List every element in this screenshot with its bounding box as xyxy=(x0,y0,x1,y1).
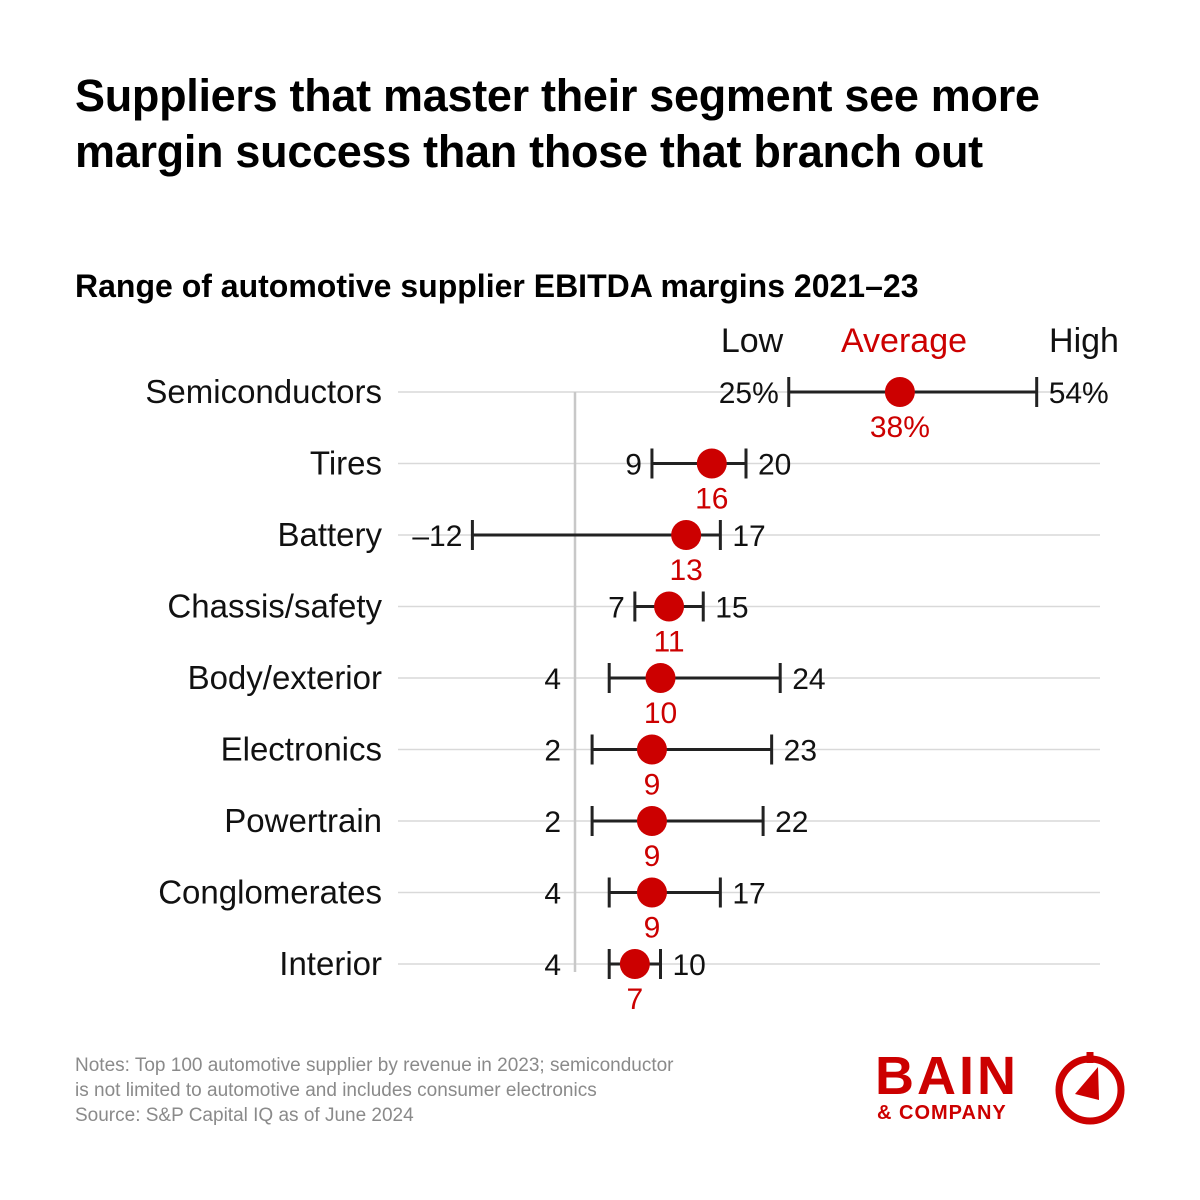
logo-subtext: & COMPANY xyxy=(877,1102,1007,1124)
legend-low: Low xyxy=(721,322,784,360)
average-value-label: 38% xyxy=(870,411,930,444)
chart-rows: Semiconductors 25% 54%38%Tires 9 2016Battery… xyxy=(145,373,1108,1016)
high-value-label: 20 xyxy=(758,449,791,482)
chart-row: Interior 4 10 7 xyxy=(279,945,706,1016)
average-dot xyxy=(636,877,667,908)
legend-high: High xyxy=(1049,322,1119,360)
average-value-label: 11 xyxy=(653,626,684,659)
low-value-label: 25% xyxy=(719,377,779,410)
category-label: Chassis/safety xyxy=(167,588,382,625)
notes: Notes: Top 100 automotive supplier by re… xyxy=(75,1053,835,1128)
low-value-label: 4 xyxy=(544,663,561,696)
low-value-label: 2 xyxy=(544,806,561,839)
category-label: Interior xyxy=(279,945,382,982)
compass-icon xyxy=(1055,1052,1125,1125)
high-value-label: 15 xyxy=(715,592,748,625)
range-chart: Low Average High Semiconductors 25% 54% 38%… xyxy=(145,322,1119,1016)
legend-average: Average xyxy=(841,322,967,360)
high-value-label: 10 xyxy=(673,949,706,982)
chart-row: Electronics 2 23 9 xyxy=(221,731,817,802)
chart-subtitle: Range of automotive supplier EBITDA marg… xyxy=(75,268,919,304)
category-label: Battery xyxy=(277,516,382,553)
average-value-label: 9 xyxy=(644,912,661,945)
category-label: Body/exterior xyxy=(188,659,382,696)
bain-logo: BAIN & COMPANY xyxy=(875,1046,1130,1130)
high-value-label: 23 xyxy=(784,735,817,768)
average-value-label: 9 xyxy=(644,840,661,873)
logo-wordmark: BAIN xyxy=(875,1046,1019,1106)
note-line: Notes: Top 100 automotive supplier by re… xyxy=(75,1055,674,1076)
average-dot xyxy=(636,806,667,836)
low-value-label: 7 xyxy=(608,592,625,625)
average-dot xyxy=(696,448,727,479)
average-dot xyxy=(654,591,685,622)
average-value-label: 10 xyxy=(644,697,677,730)
high-value-label: 24 xyxy=(792,663,825,696)
note-line: is not limited to automotive and include… xyxy=(75,1080,597,1101)
low-value-label: –12 xyxy=(412,520,462,553)
average-dot xyxy=(619,949,650,979)
chart-row: Tires 9 20 16 xyxy=(310,445,791,516)
high-value-label: 22 xyxy=(775,806,808,839)
average-value-label: 13 xyxy=(669,554,702,587)
low-value-label: 4 xyxy=(544,949,561,982)
chart-row: Semiconductors 25% 54% 38% xyxy=(145,373,1108,444)
low-value-label: 9 xyxy=(625,449,642,482)
average-dot xyxy=(636,734,667,765)
legend: Low Average High xyxy=(721,322,1119,360)
category-label: Tires xyxy=(310,445,382,482)
chart-row: Chassis/safety 7 15 11 xyxy=(167,588,748,659)
average-dot xyxy=(884,377,915,407)
category-label: Electronics xyxy=(221,731,382,768)
average-value-label: 16 xyxy=(695,483,728,516)
chart-row: Battery –12 17 13 xyxy=(277,516,765,587)
chart-row: Body/exterior 4 24 10 xyxy=(188,659,826,730)
average-dot xyxy=(671,520,702,550)
low-value-label: 4 xyxy=(544,878,561,911)
source-line: Source: S&P Capital IQ as of June 2024 xyxy=(75,1105,414,1126)
category-label: Semiconductors xyxy=(145,373,382,410)
high-value-label: 17 xyxy=(732,878,765,911)
average-value-label: 7 xyxy=(627,983,644,1016)
average-dot xyxy=(645,663,676,693)
category-label: Powertrain xyxy=(224,802,382,839)
chart-title: Suppliers that master their segment see … xyxy=(75,70,1040,177)
category-label: Conglomerates xyxy=(158,874,382,911)
chart-row: Powertrain 2 229 xyxy=(224,802,808,873)
high-value-label: 17 xyxy=(732,520,765,553)
high-value-label: 54% xyxy=(1049,377,1109,410)
chart-row: Conglomerates 4 17 9 xyxy=(158,874,766,945)
low-value-label: 2 xyxy=(544,735,561,768)
average-value-label: 9 xyxy=(644,769,661,802)
